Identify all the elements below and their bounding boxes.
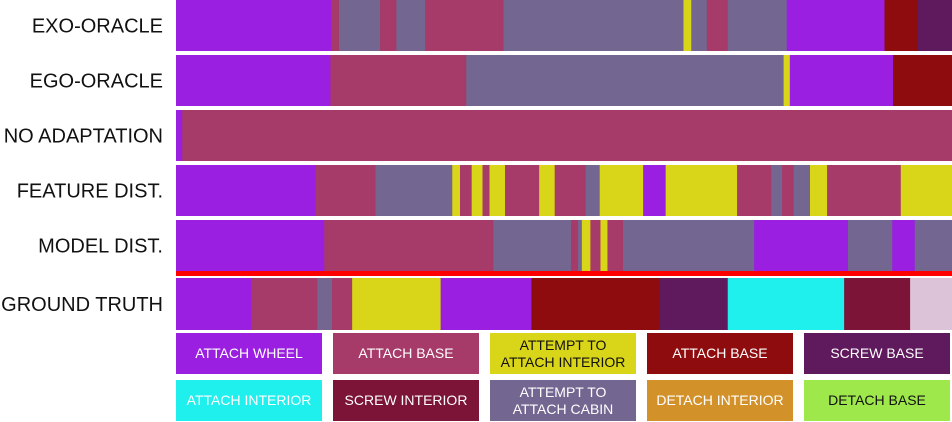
segment-attach-wheel	[789, 55, 894, 106]
segment-attempt-attach-cabin	[727, 0, 788, 51]
timeline-row-no-adaptation	[176, 110, 952, 161]
segment-attach-base-pink	[380, 0, 397, 51]
segment-attempt-attach-cabin	[493, 220, 572, 271]
segment-attempt-attach-cabin	[396, 0, 426, 51]
legend-item-attach-wheel: ATTACH WHEEL	[176, 333, 322, 374]
row-label-exo-oracle: EXO-ORACLE	[32, 16, 163, 38]
segment-attempt-attach-interior	[900, 165, 952, 216]
row-label-no-adaptation: NO ADAPTATION	[4, 126, 163, 148]
segment-attach-base-pink	[315, 165, 376, 216]
row-labels: EXO-ORACLE EGO-ORACLE NO ADAPTATION FEATURE…	[1, 16, 163, 317]
segment-attempt-attach-interior	[489, 165, 506, 216]
timeline-row-feature-dist	[176, 165, 952, 216]
segment-attempt-attach-cabin	[691, 0, 708, 51]
segment-attempt-attach-interior	[783, 55, 791, 106]
segment-attempt-attach-interior	[539, 165, 556, 216]
timeline-row-ego-oracle	[176, 55, 952, 106]
segment-attach-base-pink	[482, 165, 490, 216]
segment-attach-wheel	[754, 220, 849, 271]
segment-attach-base-pink	[827, 165, 902, 216]
segment-attach-base-pink	[570, 220, 579, 271]
segment-attempt-attach-interior	[809, 165, 828, 216]
legend-item-attempt-attach-cabin: ATTEMPT TO ATTACH CABIN	[490, 380, 636, 421]
legend-item-screw-interior: SCREW INTERIOR	[333, 380, 479, 421]
segment-attach-base-red	[884, 0, 919, 51]
legend-item-screw-base: SCREW BASE	[804, 333, 950, 374]
legend-item-detach-interior: DETACH INTERIOR	[647, 380, 793, 421]
segment-screw-interior	[844, 278, 911, 330]
row-label-model-dist: MODEL DIST.	[38, 236, 163, 258]
legend-item-attempt-attach-interior: ATTEMPT TO ATTACH INTERIOR	[490, 333, 636, 374]
timeline-row-model-dist	[176, 220, 952, 271]
segment-attach-wheel	[440, 278, 532, 330]
segment-attach-base-pink	[460, 165, 473, 216]
segment-attach-base-red	[531, 278, 660, 330]
segment-attach-wheel	[176, 165, 317, 216]
segment-attach-base-pink	[324, 220, 494, 271]
segment-attempt-attach-interior	[452, 165, 461, 216]
segment-attach-base-pink	[425, 0, 504, 51]
segment-attempt-attach-cabin	[317, 278, 333, 330]
segment-attach-base-pink	[182, 110, 952, 161]
segment-attach-base-pink	[554, 165, 587, 216]
segment-attach-wheel	[786, 0, 885, 51]
segment-attempt-attach-interior	[471, 165, 483, 216]
row-label-ego-oracle: EGO-ORACLE	[30, 71, 163, 93]
segment-attach-base-pink	[331, 278, 353, 330]
segment-screw-base	[659, 278, 729, 330]
segment-attempt-attach-interior	[581, 220, 591, 271]
segment-attach-base-pink	[607, 220, 624, 271]
legend-item-detach-base: DETACH BASE	[804, 380, 950, 421]
segment-attach-base-pink	[251, 278, 318, 330]
segment-attach-wheel	[643, 165, 667, 216]
legend: ATTACH WHEEL ATTACH BASE ATTEMPT TO ATTACH…	[176, 333, 952, 422]
segment-attempt-attach-cabin	[466, 55, 784, 106]
segment-attach-wheel	[176, 110, 183, 161]
segment-screw-base	[917, 0, 952, 51]
segment-attach-base-pink	[330, 55, 467, 106]
timeline-row-ground-truth	[176, 278, 952, 330]
segment-unlisted-lavender	[910, 278, 952, 330]
segmentation-chart: EXO-ORACLE EGO-ORACLE NO ADAPTATION FEATURE…	[1, 0, 952, 330]
row-label-ground-truth: GROUND TRUTH	[1, 294, 163, 316]
segment-attach-base-pink	[331, 0, 340, 51]
segment-attempt-attach-cabin	[771, 165, 783, 216]
segment-attach-base-pink	[505, 165, 540, 216]
segment-attempt-attach-cabin	[914, 220, 952, 271]
segment-attempt-attach-interior	[683, 0, 692, 51]
segment-attach-wheel	[176, 278, 252, 330]
segment-attach-wheel	[176, 55, 331, 106]
segment-attempt-attach-cabin	[793, 165, 811, 216]
row-label-feature-dist: FEATURE DIST.	[17, 181, 163, 203]
segment-attempt-attach-cabin	[622, 220, 755, 271]
segment-attach-base-pink	[590, 220, 601, 271]
segment-attempt-attach-interior	[665, 165, 738, 216]
segment-attempt-attach-interior	[599, 165, 644, 216]
segment-attach-base-pink	[706, 0, 729, 51]
segment-attach-wheel	[176, 220, 325, 271]
segment-attempt-attach-cabin	[503, 0, 684, 51]
segment-attempt-attach-cabin	[848, 220, 893, 271]
segment-attach-wheel	[892, 220, 916, 271]
ground-truth-separator	[176, 271, 952, 276]
legend-item-attach-base-red: ATTACH BASE	[647, 333, 793, 374]
legend-item-attach-interior: ATTACH INTERIOR	[176, 380, 322, 421]
segment-attempt-attach-cabin	[338, 0, 381, 51]
segment-attach-interior	[727, 278, 845, 330]
timeline-bars	[176, 0, 952, 330]
legend-item-attach-base-pink: ATTACH BASE	[333, 333, 479, 374]
segment-attempt-attach-interior	[352, 278, 442, 330]
segment-attempt-attach-cabin	[585, 165, 601, 216]
segment-attach-base-pink	[782, 165, 795, 216]
segment-attach-base-pink	[737, 165, 772, 216]
segment-attach-wheel	[176, 0, 332, 51]
segment-attempt-attach-cabin	[375, 165, 453, 216]
segment-attach-base-red	[893, 55, 952, 106]
timeline-row-exo-oracle	[176, 0, 952, 51]
segment-attempt-attach-cabin	[577, 220, 583, 271]
segment-attempt-attach-interior	[600, 220, 608, 271]
